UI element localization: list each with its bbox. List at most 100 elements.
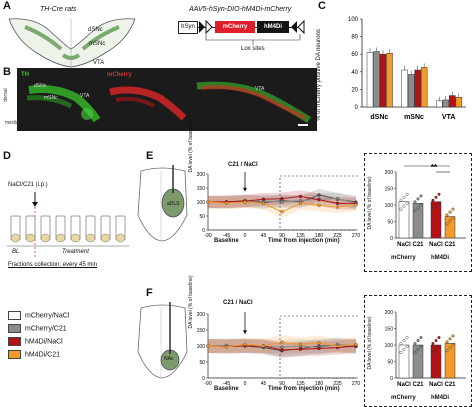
c-bar xyxy=(420,67,428,108)
b-vta-label-1: VTA xyxy=(80,93,90,99)
c-bar xyxy=(366,52,374,108)
f-region-label: NAc xyxy=(164,356,174,362)
bar-ytick-label: 150 xyxy=(385,187,394,193)
inset-bar xyxy=(412,203,424,239)
region-msnc: mSNc xyxy=(89,41,106,47)
time-xtick-label: -90 xyxy=(204,381,211,387)
series-point xyxy=(298,201,303,206)
series-point xyxy=(224,345,229,349)
bl-label: BL xyxy=(12,249,20,255)
data-point xyxy=(431,198,435,202)
b-dsnc-label-1: dSNc xyxy=(34,83,47,89)
series-point xyxy=(317,198,321,202)
b-vta-label-2: VTA xyxy=(255,86,265,92)
data-point xyxy=(437,201,441,205)
inset-bar xyxy=(398,344,410,379)
time-xtick-label: 90 xyxy=(279,233,285,239)
c-ytick-label: 0 xyxy=(355,105,359,111)
c-ytick-label: 60 xyxy=(351,52,358,58)
region-dsnc: dSNc xyxy=(88,27,103,33)
mcherry-label: mCherry xyxy=(107,72,132,78)
inset-bar xyxy=(430,344,442,379)
c-bar xyxy=(449,95,456,108)
legend-label: hM4Di/NaCl xyxy=(25,338,63,346)
time-xtick-label: 270 xyxy=(352,381,360,387)
e-bar-inset xyxy=(364,153,472,272)
data-point xyxy=(445,349,449,353)
legend-label: mCherry/NaCl xyxy=(25,312,70,320)
time-ytick-label: 50 xyxy=(199,360,205,366)
bar-ytick-label: 100 xyxy=(385,203,394,209)
panel-label-e: E xyxy=(146,150,154,162)
panel-label-c: C xyxy=(318,0,326,12)
data-point xyxy=(405,344,409,348)
e-ylabel: DA level (% of baseline) xyxy=(188,119,194,173)
c-bar xyxy=(442,99,450,108)
bar-x-label: NaCl xyxy=(397,242,411,248)
bar-x-label: NaCl xyxy=(429,242,443,248)
c-bar xyxy=(401,69,408,108)
series-point xyxy=(317,193,321,197)
bar-x-label: C21 xyxy=(412,242,424,248)
data-point xyxy=(431,207,435,211)
injection-arrowhead xyxy=(243,330,247,335)
fraction-liquid xyxy=(70,233,81,243)
series-point xyxy=(317,346,321,351)
legend-item: hM4Di/NaCl xyxy=(8,333,63,351)
data-point xyxy=(413,342,417,346)
data-point xyxy=(445,222,449,226)
rat-label: TH-Cre rats xyxy=(40,6,77,13)
c-ylabel: % of mCherry positive DA neurons xyxy=(316,29,322,121)
time-xtick-label: 225 xyxy=(333,381,342,387)
f-baseline-label: Baseline xyxy=(214,386,239,392)
series-point xyxy=(243,200,247,204)
data-point xyxy=(399,198,403,202)
data-point xyxy=(399,342,403,346)
series-point xyxy=(298,194,303,199)
bar-ytick-label: 0 xyxy=(390,236,393,242)
mcherry-gene: mCherry xyxy=(215,21,255,33)
c-bar xyxy=(414,69,421,108)
fraction-liquid xyxy=(40,233,51,243)
legend-label: hM4Di/C21 xyxy=(25,351,61,359)
series-point xyxy=(261,201,266,206)
data-point xyxy=(405,192,409,196)
e-region-label: aDLS xyxy=(167,201,180,207)
series-point xyxy=(354,342,358,347)
lox-label: Lox sites xyxy=(241,46,265,52)
series-point xyxy=(317,203,321,208)
time-ytick-label: 100 xyxy=(197,344,206,350)
c-ytick-label: 40 xyxy=(351,70,358,76)
time-ytick-label: 50 xyxy=(199,214,205,220)
f-bar-ylabel: DA level (% of baseline) xyxy=(367,316,373,370)
f-time-label: Time from injection (min) xyxy=(268,386,340,392)
chart-f-time: 0 50 100 150 200 -90 -45 0 45 90 135 180 225 270 xyxy=(197,312,360,387)
time-xtick-label: 45 xyxy=(261,233,267,239)
timeline-diagram xyxy=(7,192,129,258)
e-baseline-label: Baseline xyxy=(214,238,239,244)
data-point xyxy=(448,219,452,223)
f-group1-label: mCherry xyxy=(391,395,416,401)
vector-title: AAV5-hSyn-DIO-hM4Di-mCherry xyxy=(189,6,292,13)
series-point xyxy=(261,344,266,348)
f-group2-label: hM4Di xyxy=(431,395,449,401)
data-point xyxy=(416,339,420,343)
time-window-box xyxy=(279,175,360,231)
series-point xyxy=(354,203,358,207)
time-xtick-label: 45 xyxy=(261,381,267,387)
data-point xyxy=(445,340,449,344)
injection-label: NaCl/C21 (i.p.) xyxy=(8,182,48,188)
b-msnc-label-1: mSNc xyxy=(44,95,58,101)
fraction-liquid xyxy=(55,233,66,243)
c-bar xyxy=(455,97,463,108)
time-xtick-label: 180 xyxy=(315,381,324,387)
legend-swatch xyxy=(8,350,21,360)
brain-coronal-e xyxy=(137,165,188,242)
data-point xyxy=(416,197,420,201)
time-xtick-label: -45 xyxy=(223,381,230,387)
time-ytick-label: 150 xyxy=(197,186,206,192)
data-point xyxy=(402,339,406,343)
series-point xyxy=(243,342,247,347)
series-point xyxy=(280,348,284,352)
